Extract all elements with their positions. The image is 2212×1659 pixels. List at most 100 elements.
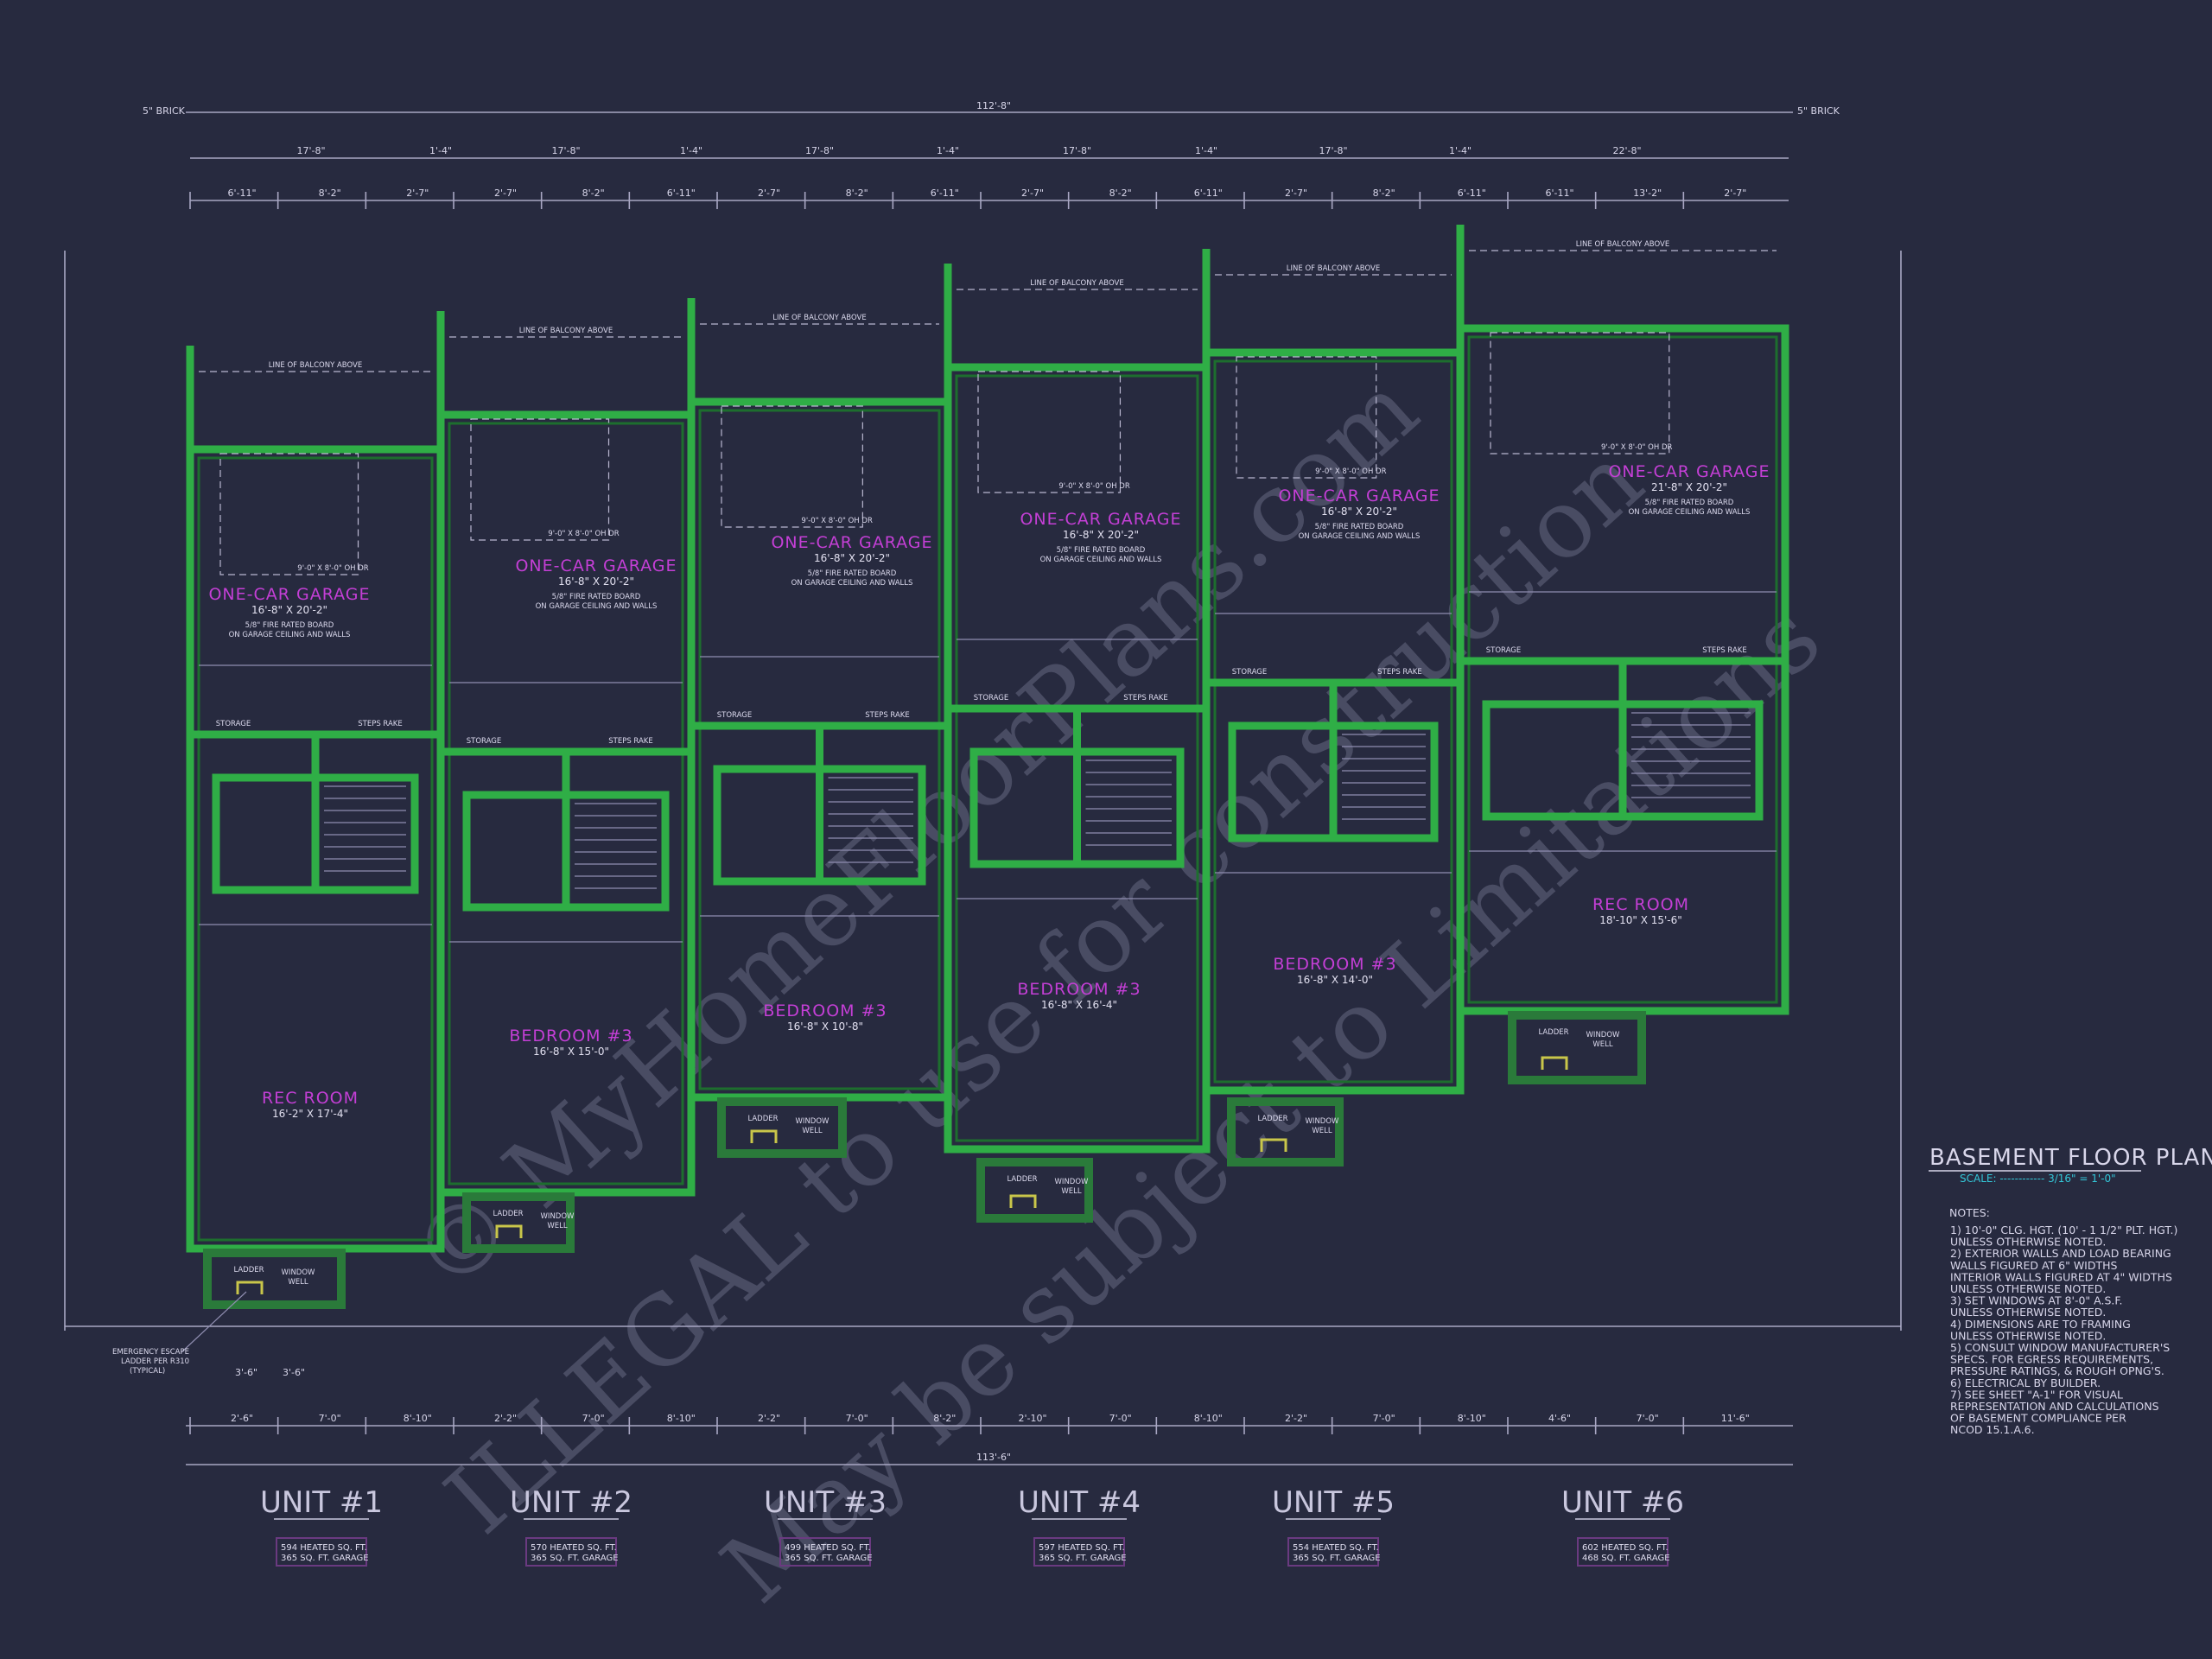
segment-dim: 2'-7" [1285,188,1307,199]
storage-label: STORAGE [216,720,251,728]
bottom-segment-dim: 7'-0" [1373,1413,1395,1424]
wall-inner-line [955,374,1199,1142]
garage-area: 365 SQ. FT. GARAGE [1039,1554,1127,1563]
balcony-label: LINE OF BALCONY ABOVE [1576,240,1669,249]
ladder-label: LADDER [747,1115,778,1123]
garage-door[interactable] [470,418,610,541]
notes-list: 1) 10'-0" CLG. HGT. (10' - 1 1/2" PLT. H… [1950,1224,2177,1436]
ladder-icon [750,1129,778,1143]
fire-board-note: ON GARAGE CEILING AND WALLS [1629,508,1751,517]
fire-board-note: 5/8" FIRE RATED BOARD [245,621,334,630]
window-well [976,1158,1093,1223]
unit-width-dim: 17'-8" [1319,145,1347,156]
garage-label: ONE-CAR GARAGE [1020,510,1181,529]
ladder-label: LADDER [1007,1175,1037,1184]
notes-heading: NOTES: [1949,1206,1990,1219]
garage-label: ONE-CAR GARAGE [515,556,677,575]
unit-title: UNIT #1 [260,1485,383,1520]
note-line: OF BASEMENT COMPLIANCE PER [1950,1412,2126,1425]
area-box [525,1537,617,1567]
unit-1-plan: LINE OF BALCONY ABOVE 9'-0" X 8'-0" OH DR… [186,346,445,1567]
room-size: 16'-2" X 17'-4" [272,1108,348,1120]
ladder-label: LADDER [1538,1028,1568,1037]
window-well [1227,1097,1344,1166]
area-box [1287,1537,1379,1567]
storage-label: STORAGE [717,711,752,720]
garage-label: ONE-CAR GARAGE [208,585,370,604]
room-label: BEDROOM #3 [1273,955,1396,974]
storage-label: STORAGE [1232,668,1267,677]
segment-dim: 2'-7" [1724,188,1746,199]
storage-label: STORAGE [1486,646,1521,655]
wall-inner-line [698,409,941,1090]
fire-board-note: ON GARAGE CEILING AND WALLS [1299,532,1421,541]
note-line: UNLESS OTHERWISE NOTED. [1950,1306,2106,1319]
ladder-icon [495,1224,523,1238]
segment-dim: 6'-11" [1458,188,1486,199]
window-well-label: WINDOW [541,1212,575,1221]
note-line: INTERIOR WALLS FIGURED AT 4" WIDTHS [1950,1270,2172,1283]
segment-dim: 6'-11" [1545,188,1573,199]
window-well [1508,1011,1646,1084]
unit-width-dim: 17'-8" [551,145,580,156]
note-line: 6) ELECTRICAL BY BUILDER. [1950,1376,2101,1389]
well-dim: 3'-6" [235,1367,257,1378]
segment-dim: 2'-7" [406,188,429,199]
garage-door-label: 9'-0" X 8'-0" OH DR [1315,467,1387,476]
ladder-label: LADDER [493,1210,523,1218]
garage-door[interactable] [1490,332,1670,454]
overall-dim-top: 112'-8" [976,100,1011,111]
garage-door-label: 9'-0" X 8'-0" OH DR [801,517,873,525]
steps-label: STEPS RAKE [1123,694,1168,702]
bottom-segment-dim: 2'-2" [758,1413,780,1424]
segment-dim: 13'-2" [1633,188,1662,199]
garage-door[interactable] [721,405,863,528]
window-well [462,1192,575,1253]
ladder-label: LADDER [233,1266,264,1274]
fire-board-note: ON GARAGE CEILING AND WALLS [791,579,913,588]
fire-board-note: ON GARAGE CEILING AND WALLS [229,631,351,639]
fire-board-note: 5/8" FIRE RATED BOARD [552,593,641,601]
bottom-segment-dim: 7'-0" [1109,1413,1132,1424]
bottom-segment-dim: 8'-2" [933,1413,956,1424]
segment-dim: 8'-2" [582,188,605,199]
segment-dim: 8'-2" [846,188,868,199]
note-line: 5) CONSULT WINDOW MANUFACTURER'S [1950,1341,2170,1354]
garage-door[interactable] [219,453,359,575]
segment-dim: 8'-2" [319,188,341,199]
bottom-segment-dim: 7'-0" [582,1413,605,1424]
window-well-label: WELL [1592,1040,1613,1049]
fire-board-note: ON GARAGE CEILING AND WALLS [1040,556,1162,564]
window-well-label: WELL [547,1222,568,1230]
window-well-label: WINDOW [1306,1117,1340,1126]
bottom-segment-dim: 7'-0" [319,1413,341,1424]
segment-dim: 6'-11" [931,188,959,199]
storage-label: STORAGE [467,737,501,746]
bottom-segment-dim: 4'-6" [1548,1413,1571,1424]
balcony-label: LINE OF BALCONY ABOVE [519,327,613,335]
garage-door[interactable] [977,371,1122,493]
scale-label: SCALE: ------------ 3/16" = 1'-0" [1960,1173,2116,1185]
fire-board-note: ON GARAGE CEILING AND WALLS [536,602,658,611]
unit-title: UNIT #2 [510,1485,632,1520]
window-well-label: WELL [288,1278,308,1287]
steps-label: STEPS RAKE [608,737,653,746]
note-line: 2) EXTERIOR WALLS AND LOAD BEARING [1950,1247,2171,1260]
unit-title: UNIT #4 [1018,1485,1141,1520]
room-label: BEDROOM #3 [763,1001,887,1020]
segment-dim: 6'-11" [1194,188,1223,199]
bottom-segment-dim: 2'-6" [231,1413,253,1424]
unit-width-dim: 17'-8" [1063,145,1091,156]
heated-area: 594 HEATED SQ. FT. [281,1543,367,1553]
storage-label: STORAGE [974,694,1008,702]
top-dimensions: 112'-8" 5" BRICK 5" BRICK 17'-8" 1'-4" 17'… [143,100,1840,209]
balcony-label: LINE OF BALCONY ABOVE [1287,264,1380,273]
room-label: REC ROOM [1592,895,1689,914]
room-size: 16'-8" X 14'-0" [1297,974,1373,986]
sheet-title: BASEMENT FLOOR PLAN [1929,1145,2212,1171]
wall-inner-line [197,456,434,1242]
unit-6-plan: LINE OF BALCONY ABOVE 9'-0" X 8'-0" OH DR… [1456,225,1789,1567]
garage-label: ONE-CAR GARAGE [771,533,932,552]
escape-note-line-3: (TYPICAL) [130,1367,165,1376]
garage-door[interactable] [1236,356,1377,479]
